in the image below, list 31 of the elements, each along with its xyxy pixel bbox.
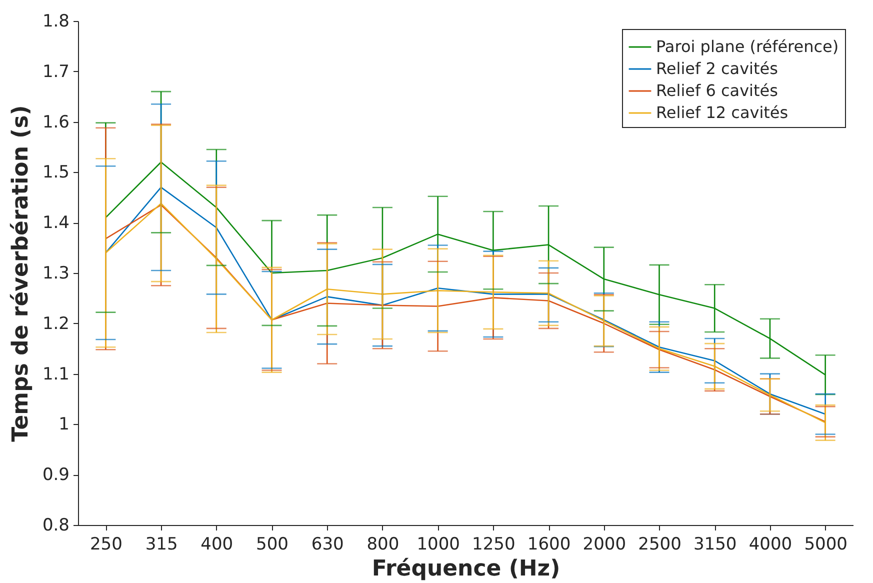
x-tick-label: 400: [200, 534, 234, 554]
x-tick-label: 4000: [748, 534, 792, 554]
legend-label: Paroi plane (référence): [656, 37, 839, 56]
y-axis-title: Temps de réverbération (s): [8, 105, 34, 442]
x-tick-label: 630: [311, 534, 344, 554]
y-tick-label: 1.5: [42, 162, 70, 183]
y-tick-label: 1.2: [42, 314, 70, 334]
x-tick-label: 315: [145, 534, 178, 554]
x-tick-label: 500: [256, 534, 288, 554]
x-tick-label: 5000: [804, 534, 848, 554]
x-tick-label: 3150: [693, 534, 737, 554]
y-tick-label: 0.8: [42, 516, 70, 536]
y-tick-label: 1.8: [42, 12, 70, 32]
x-tick-label: 2500: [638, 534, 682, 554]
y-tick-label: 1: [58, 414, 70, 435]
y-tick-label: 0.9: [42, 465, 70, 486]
y-tick-label: 1.3: [42, 264, 70, 284]
x-tick-label: 1600: [527, 534, 571, 554]
y-tick-label: 1.6: [42, 112, 70, 132]
x-tick-label: 2000: [582, 534, 626, 554]
y-tick-label: 1.7: [42, 62, 70, 82]
y-tick-label: 1.1: [42, 364, 70, 384]
x-tick-label: 1000: [416, 534, 460, 554]
x-tick-label: 250: [90, 534, 122, 554]
legend-label: Relief 6 cavités: [656, 81, 778, 100]
x-axis-title: Fréquence (Hz): [372, 556, 560, 582]
legend-label: Relief 2 cavités: [656, 59, 778, 78]
legend-label: Relief 12 cavités: [656, 103, 788, 122]
y-tick-label: 1.4: [42, 213, 70, 234]
x-tick-label: 800: [366, 534, 400, 554]
x-tick-label: 1250: [472, 534, 516, 554]
